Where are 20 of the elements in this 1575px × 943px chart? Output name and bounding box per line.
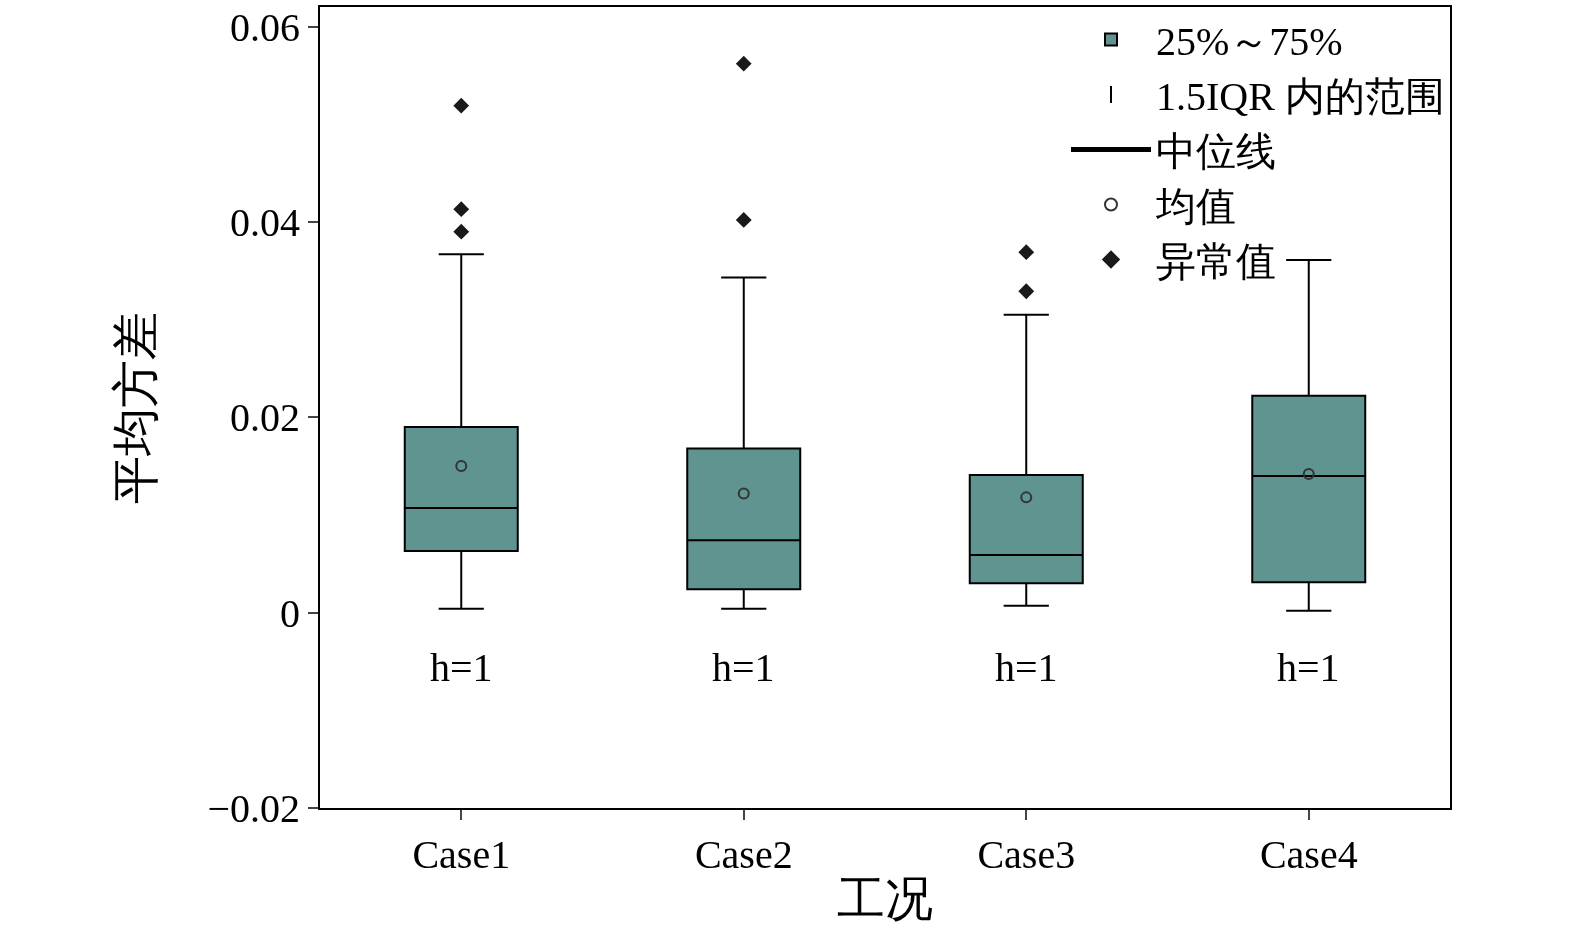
x-axis-title: 工况 <box>837 871 933 925</box>
y-tick-label: 0.04 <box>230 199 300 245</box>
x-tick-label: Case1 <box>412 832 511 877</box>
x-tick-label: Case4 <box>1259 832 1358 877</box>
x-tick-label: Case3 <box>977 832 1076 877</box>
legend-label: 25%～75% <box>1156 19 1343 65</box>
x-tick-label: Case2 <box>694 832 793 877</box>
annotation: 中位线 <box>1156 129 1276 175</box>
y-axis-title: 平均方差 <box>108 311 162 504</box>
y-tick-label: 0.06 <box>230 4 300 50</box>
legend-label: 异常值 <box>1156 239 1276 285</box>
annotation: h=1 <box>712 645 775 690</box>
y-tick-label: 0 <box>280 590 300 636</box>
annotation: h=1 <box>1277 645 1340 690</box>
annotation: 1.5IQR 内的范围 <box>1156 74 1445 120</box>
annotation: h=1 <box>995 645 1058 690</box>
y-tick-label: −0.02 <box>207 786 300 831</box>
legend-label: 均值 <box>1155 184 1236 230</box>
y-tick-label: 0.02 <box>230 395 300 441</box>
annotation: h=1 <box>430 645 493 690</box>
